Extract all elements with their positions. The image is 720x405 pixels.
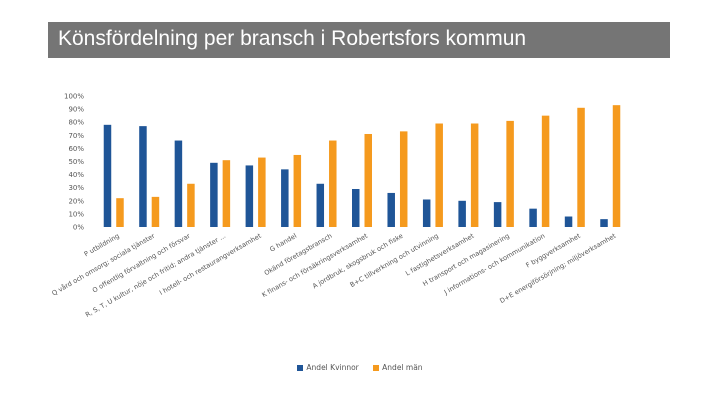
y-tick-label: 20% — [68, 197, 84, 205]
y-tick-label: 60% — [68, 145, 84, 153]
y-tick-label: 50% — [68, 158, 84, 166]
y-tick-label: 0% — [73, 224, 84, 232]
y-tick-label: 10% — [68, 210, 84, 218]
bar-men — [329, 140, 337, 227]
bar-men — [577, 107, 585, 227]
legend: Andel Kvinnor Andel män — [0, 363, 720, 372]
legend-swatch-women — [297, 365, 304, 371]
y-tick-label: 90% — [68, 106, 84, 114]
legend-label-women: Andel Kvinnor — [306, 363, 359, 372]
bar-women — [529, 208, 537, 227]
bar-men — [506, 120, 514, 227]
bar-women — [245, 165, 254, 227]
bar-men — [364, 133, 372, 227]
bar-men — [116, 198, 124, 227]
y-tick-label: 80% — [68, 119, 84, 127]
bar-women — [281, 169, 289, 227]
bar-men — [541, 115, 550, 227]
bar-women — [139, 126, 147, 227]
legend-swatch-men — [373, 365, 380, 371]
y-tick-label: 30% — [68, 184, 84, 192]
bar-men — [470, 123, 479, 227]
bar-women — [210, 162, 218, 227]
bar-women — [564, 216, 573, 227]
page-title: Könsfördelning per bransch i Robertsfors… — [58, 27, 527, 50]
bar-men — [187, 183, 195, 227]
y-axis: 100% 90% 80% 70% 60% 50% 40% 30% 20% 10% 0% — [64, 93, 84, 232]
bar-men — [435, 123, 443, 227]
bar-women — [422, 199, 431, 227]
legend-item-men: Andel män — [373, 363, 423, 372]
bar-women — [316, 183, 325, 227]
bars-group — [103, 105, 621, 227]
y-tick-label: 40% — [68, 171, 84, 179]
bar-women — [458, 200, 466, 227]
bar-women — [387, 192, 395, 227]
bar-men — [258, 157, 266, 227]
title-banner: Könsfördelning per bransch i Robertsfors… — [48, 22, 670, 58]
legend-label-men: Andel män — [382, 363, 423, 372]
bar-men — [151, 196, 160, 227]
bar-women — [352, 189, 360, 227]
bar-women — [493, 202, 502, 227]
bar-men — [293, 154, 302, 227]
bar-women — [103, 124, 112, 227]
legend-item-women: Andel Kvinnor — [297, 363, 359, 372]
bar-women — [174, 140, 183, 227]
bar-women — [600, 219, 608, 227]
category-label: G handel — [268, 232, 298, 254]
bar-men — [399, 131, 408, 227]
y-tick-label: 70% — [68, 132, 84, 140]
bar-men — [222, 160, 231, 227]
bar-men — [612, 105, 621, 227]
y-tick-label: 100% — [64, 93, 84, 101]
